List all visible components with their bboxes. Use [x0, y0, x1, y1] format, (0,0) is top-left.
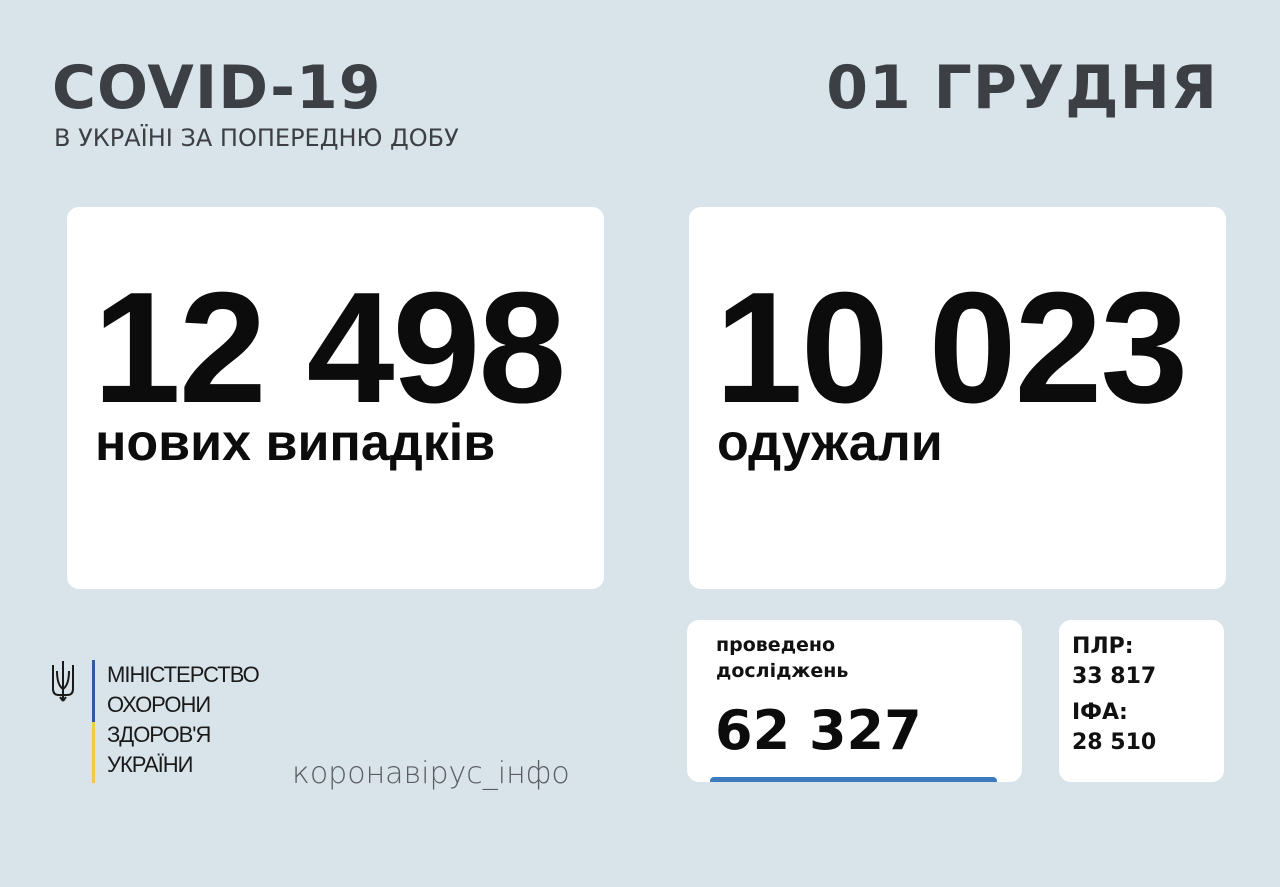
recovered-label: одужали — [717, 414, 943, 472]
logo-divider-yellow — [92, 722, 95, 783]
page-title: COVID-19 — [52, 53, 382, 123]
pcr-value: 33 817 — [1072, 664, 1157, 689]
logo-line: ЗДОРОВ'Я — [107, 722, 211, 747]
logo-line: МІНІСТЕРСТВО — [107, 662, 260, 687]
website-label: коронавірус_інфо — [292, 756, 570, 791]
pcr-label: ПЛР: — [1072, 634, 1134, 659]
test-breakdown-card: ПЛР: 33 817 ІФА: 28 510 — [1059, 620, 1224, 782]
new-cases-label: нових випадків — [95, 414, 496, 472]
logo-line: ОХОРОНИ — [107, 692, 211, 717]
trident-icon — [52, 661, 74, 702]
tests-value: 62 327 — [715, 699, 922, 762]
report-date: 01 ГРУДНЯ — [826, 53, 1218, 123]
tests-card: проведено досліджень 62 327 — [687, 620, 1022, 782]
recovered-card: 10 023 одужали — [689, 207, 1226, 589]
ministry-logo-text: МІНІСТЕРСТВО ОХОРОНИ ЗДОРОВ'Я УКРАЇНИ — [107, 660, 260, 780]
ifa-label: ІФА: — [1072, 700, 1128, 725]
recovered-value: 10 023 — [715, 260, 1188, 436]
logo-line: УКРАЇНИ — [107, 752, 193, 777]
new-cases-card: 12 498 нових випадків — [67, 207, 604, 589]
new-cases-value: 12 498 — [93, 260, 566, 436]
page-subtitle: В УКРАЇНІ ЗА ПОПЕРЕДНЮ ДОБУ — [54, 124, 459, 152]
logo-divider — [92, 660, 95, 722]
tests-label-line2: досліджень — [716, 660, 849, 682]
ifa-value: 28 510 — [1072, 730, 1157, 755]
tests-accent-bar — [710, 777, 997, 782]
tests-label-line1: проведено — [716, 634, 836, 656]
